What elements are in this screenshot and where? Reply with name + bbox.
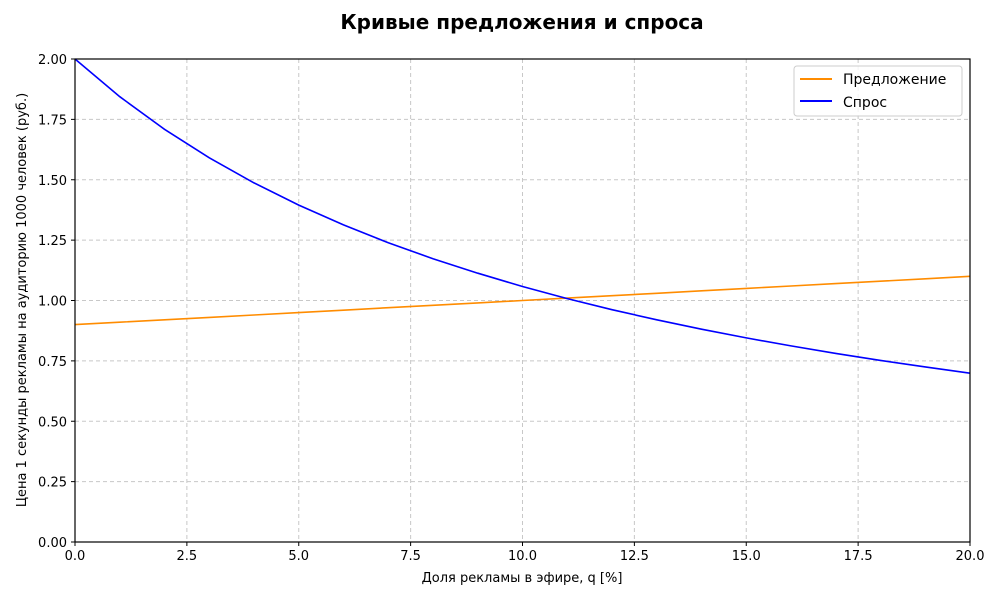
y-tick-label: 1.50	[38, 174, 67, 189]
y-tick-label: 1.00	[38, 295, 67, 310]
x-tick-label: 10.0	[508, 549, 537, 564]
x-tick-label: 7.5	[400, 549, 421, 564]
y-tick-label: 0.00	[38, 536, 67, 551]
y-tick-label: 0.75	[38, 355, 67, 370]
y-tick-label: 1.75	[38, 113, 67, 128]
demand-line	[74, 58, 971, 374]
series-lines	[74, 58, 971, 374]
x-tick-label: 0.0	[65, 549, 86, 564]
y-axis-label: Цена 1 секунды рекламы на аудиторию 1000…	[15, 93, 30, 507]
legend-label-supply: Предложение	[843, 72, 946, 88]
x-tick-label: 5.0	[288, 549, 309, 564]
x-tick-label: 15.0	[732, 549, 761, 564]
x-tick-label: 12.5	[620, 549, 649, 564]
chart-title: Кривые предложения и спроса	[340, 10, 704, 34]
y-tick-label: 0.25	[38, 476, 67, 491]
y-tick-label: 2.00	[38, 53, 67, 68]
y-axis-ticks: 0.00 0.25 0.50 0.75 1.00 1.25 1.50 1.75 2.00	[38, 53, 75, 551]
legend-box	[793, 65, 963, 117]
x-axis-ticks: 0.0 2.5 5.0 7.5 10.0 12.5 15.0 17.5 20.0	[65, 542, 985, 564]
supply-line	[74, 275, 971, 326]
x-tick-label: 20.0	[956, 549, 985, 564]
y-tick-label: 0.50	[38, 415, 67, 430]
legend: Предложение Спрос	[793, 65, 963, 117]
y-tick-label: 1.25	[38, 234, 67, 249]
x-tick-label: 2.5	[177, 549, 198, 564]
legend-label-demand: Спрос	[843, 95, 887, 111]
x-axis-label: Доля рекламы в эфире, q [%]	[422, 571, 623, 586]
x-tick-label: 17.5	[844, 549, 873, 564]
